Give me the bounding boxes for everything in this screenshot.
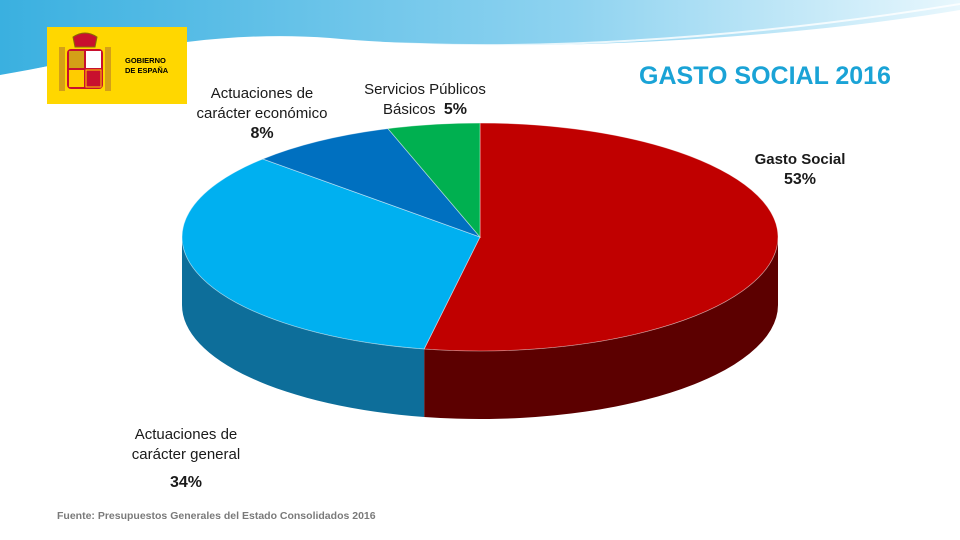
pie-slice-gasto-social: [423, 122, 779, 352]
chart-title: GASTO SOCIAL 2016: [639, 62, 891, 90]
gobierno-logo: GOBIERNO DE ESPAÑA: [47, 27, 187, 104]
pie-top-faces: [181, 122, 779, 352]
label-general-pct: 34%: [169, 474, 203, 491]
label-servicios-pct: 5%: [443, 101, 467, 118]
label-general: Actuaciones de carácter general 34%: [100, 425, 272, 493]
label-gasto-social-name: Gasto Social: [754, 151, 846, 168]
pie-side-gasto-social: [424, 237, 778, 419]
source-note: Fuente: Presupuestos Generales del Estad…: [57, 510, 376, 522]
coat-of-arms-icon: [59, 32, 111, 91]
label-economico-pct: 8%: [250, 125, 274, 142]
pie-slice-servicios-publicos: [387, 122, 481, 239]
label-gasto-social: Gasto Social 53%: [735, 150, 865, 190]
label-servicios-name-line2: Básicos: [383, 101, 436, 118]
label-economico: Actuaciones de carácter económico 8%: [172, 84, 352, 144]
label-servicios: Servicios Públicos Básicos 5%: [345, 80, 505, 120]
pie-side-actuaciones-general: [182, 237, 425, 417]
label-gasto-social-pct: 53%: [783, 171, 817, 188]
pie-slice-actuaciones-general: [181, 158, 481, 350]
pie-slice-actuaciones-economico: [261, 128, 482, 238]
label-general-name-line2: carácter general: [131, 446, 241, 463]
pie-side-walls: [182, 237, 778, 419]
label-general-name-line1: Actuaciones de: [134, 426, 238, 443]
label-servicios-name-line1: Servicios Públicos: [364, 81, 486, 98]
logo-text: GOBIERNO DE ESPAÑA: [125, 56, 169, 75]
label-economico-name-line1: Actuaciones de: [210, 85, 314, 102]
label-economico-name-line2: carácter económico: [196, 105, 328, 122]
